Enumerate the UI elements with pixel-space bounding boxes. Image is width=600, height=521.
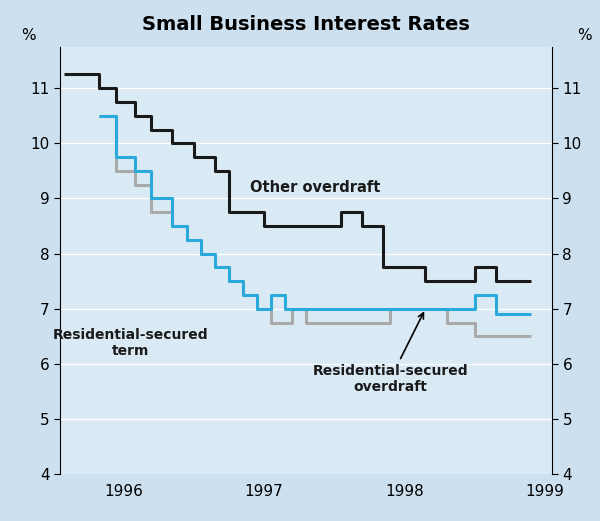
Text: Residential-secured
term: Residential-secured term <box>52 328 208 358</box>
Text: Other overdraft: Other overdraft <box>250 180 380 195</box>
Text: %: % <box>21 28 35 43</box>
Text: Residential-secured
overdraft: Residential-secured overdraft <box>313 313 468 394</box>
Text: %: % <box>577 28 591 43</box>
Title: Small Business Interest Rates: Small Business Interest Rates <box>142 15 470 34</box>
